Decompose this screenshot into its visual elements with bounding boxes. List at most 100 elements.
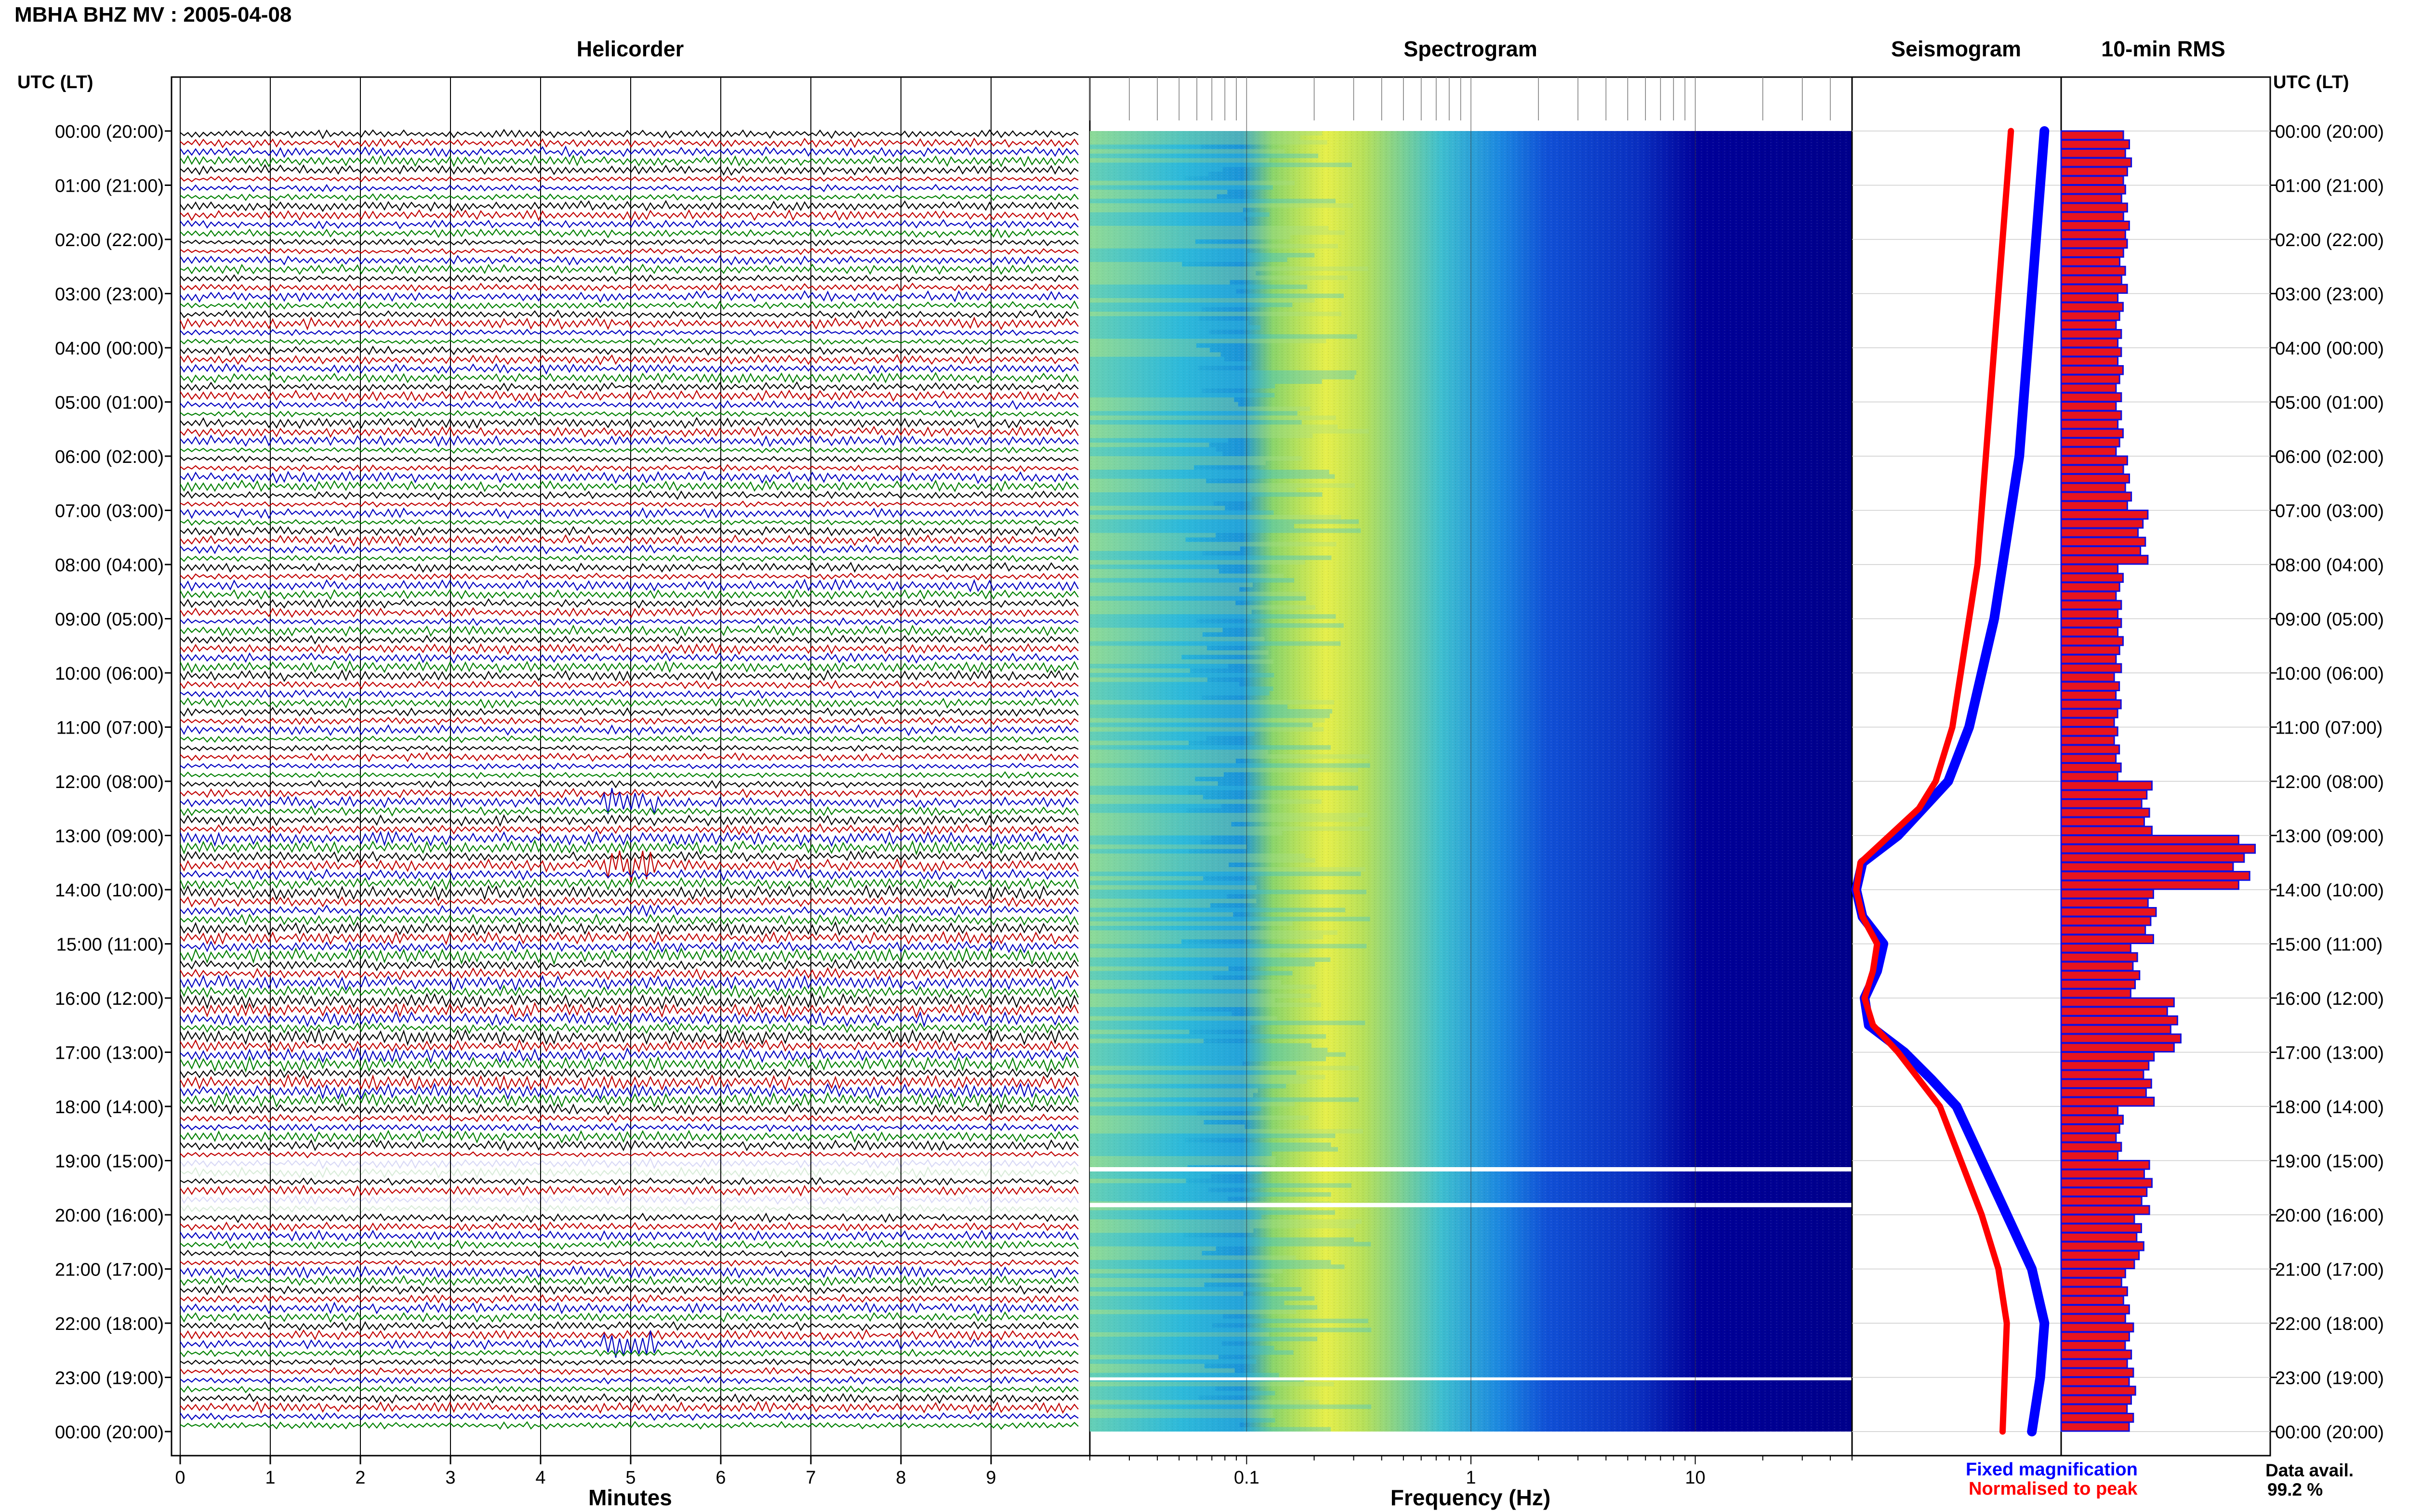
- spectrogram-row: [1090, 429, 1369, 434]
- helicorder-trace: [180, 921, 1079, 936]
- spectrogram-row: [1090, 361, 1252, 366]
- helicorder-trace: [179, 830, 1079, 847]
- spectrogram-row: [1090, 528, 1361, 533]
- spectrogram-row: [1090, 786, 1359, 790]
- helicorder-trace: [180, 1067, 1079, 1079]
- rms-bar: [2060, 880, 2239, 890]
- rms-bar: [2060, 1394, 2132, 1405]
- rms-bar: [2060, 744, 2120, 755]
- helicorder-trace: [180, 1194, 1079, 1205]
- rms-bar: [2060, 374, 2120, 384]
- helicorder-trace: [180, 470, 1079, 485]
- helicorder-trace: [180, 184, 1079, 193]
- spectrogram-row: [1090, 993, 1311, 998]
- helicorder-trace: [180, 1412, 1079, 1421]
- spectrogram-row: [1090, 1079, 1307, 1084]
- helicorder-trace: [180, 490, 1079, 500]
- helicorder-trace: [180, 598, 1079, 609]
- rms-bar: [2060, 428, 2124, 438]
- helicorder-trace: [180, 947, 1079, 965]
- spectrogram-row: [1090, 542, 1337, 547]
- helicorder-trace: [180, 578, 1079, 592]
- spectrogram-row: [1090, 1012, 1232, 1016]
- rms-bar: [2060, 401, 2117, 411]
- helicorder-trace: [180, 751, 1079, 763]
- left-time-label: 00:00 (20:00): [55, 1422, 164, 1443]
- helicorder-trace: [180, 1348, 1079, 1358]
- spectrogram-row: [1090, 1025, 1251, 1030]
- left-time-label: 05:00 (01:00): [55, 393, 164, 413]
- spectrogram-title: Spectrogram: [1403, 37, 1537, 61]
- helicorder-tick-label: 4: [535, 1468, 545, 1488]
- helicorder-tick-label: 5: [625, 1468, 635, 1488]
- helicorder-trace: [180, 1001, 1079, 1019]
- rms-bar: [2060, 1241, 2144, 1251]
- spectrogram-row: [1090, 293, 1344, 298]
- spectrogram-row: [1090, 1147, 1338, 1152]
- spectrogram-row: [1090, 506, 1225, 511]
- spectrogram-row: [1090, 225, 1329, 231]
- spectrogram-row: [1090, 1219, 1362, 1224]
- helicorder-trace: [180, 434, 1079, 447]
- rms-bar: [2060, 1160, 2150, 1170]
- spectrogram-row: [1090, 194, 1217, 199]
- helicorder-trace: [180, 129, 1079, 140]
- helicorder-trace: [180, 1184, 1079, 1197]
- spectrogram-row: [1090, 1287, 1302, 1292]
- helicorder-trace: [180, 389, 1079, 402]
- spectrogram-row: [1090, 352, 1221, 357]
- rms-bar: [2060, 961, 2134, 972]
- spectrogram-row: [1090, 1422, 1240, 1427]
- left-time-label: 19:00 (15:00): [55, 1152, 164, 1172]
- helicorder-trace: [180, 1264, 1079, 1279]
- helicorder-trace: [180, 607, 1079, 618]
- seismogram-title: Seismogram: [1891, 37, 2022, 61]
- helicorder-trace: [180, 669, 1079, 682]
- spectrogram-row: [1090, 1020, 1365, 1026]
- rms-bar: [2060, 257, 2121, 267]
- helicorder-trace: [180, 417, 1079, 429]
- spectrogram-row: [1090, 1088, 1258, 1093]
- helicorder-trace: [180, 209, 1079, 222]
- left-time-label: 10:00 (06:00): [55, 664, 164, 684]
- spectrogram-row: [1090, 998, 1275, 1003]
- spectrogram-row: [1090, 555, 1332, 560]
- rms-bar: [2060, 175, 2124, 185]
- rms-bar: [2060, 221, 2130, 231]
- helicorder-trace: [180, 409, 1079, 419]
- spectrogram-row: [1090, 578, 1295, 583]
- helicorder-trace: [180, 247, 1079, 255]
- spectrogram-row: [1090, 713, 1330, 718]
- left-time-label: 06:00 (02:00): [55, 447, 164, 467]
- rms-bar: [2060, 690, 2117, 700]
- rms-bar: [2060, 455, 2128, 466]
- spectrogram-row: [1090, 799, 1322, 804]
- spectrogram-row: [1090, 795, 1203, 800]
- spectrogram-row: [1090, 1354, 1219, 1359]
- rms-bar: [2060, 609, 2119, 619]
- right-time-label: 00:00 (20:00): [2275, 122, 2384, 142]
- spectrogram-row: [1090, 388, 1202, 393]
- rms-bar: [2060, 302, 2124, 312]
- spectrogram-row: [1090, 772, 1224, 777]
- helicorder-trace: [180, 762, 1079, 770]
- spectrogram-row: [1090, 149, 1285, 154]
- spectrogram-row: [1090, 781, 1218, 786]
- spectrogram-row: [1090, 167, 1223, 172]
- helicorder-trace: [180, 1055, 1079, 1073]
- helicorder-trace: [180, 1367, 1079, 1376]
- left-time-label: 11:00 (07:00): [56, 718, 164, 738]
- spectrogram-row: [1090, 198, 1336, 203]
- helicorder-trace: [180, 518, 1079, 526]
- spectrogram-row: [1090, 1223, 1356, 1229]
- spectrogram-row: [1090, 1174, 1211, 1179]
- rms-bar: [2060, 202, 2128, 213]
- helicorder-trace: [180, 238, 1079, 247]
- spectrogram-row: [1090, 537, 1186, 542]
- spectrogram-row: [1090, 727, 1324, 732]
- spectrogram-row: [1090, 1332, 1270, 1337]
- spectrogram-row: [1090, 415, 1337, 420]
- helicorder-trace: [180, 913, 1079, 926]
- rms-bar: [2060, 979, 2136, 989]
- spectrogram-row: [1090, 158, 1270, 163]
